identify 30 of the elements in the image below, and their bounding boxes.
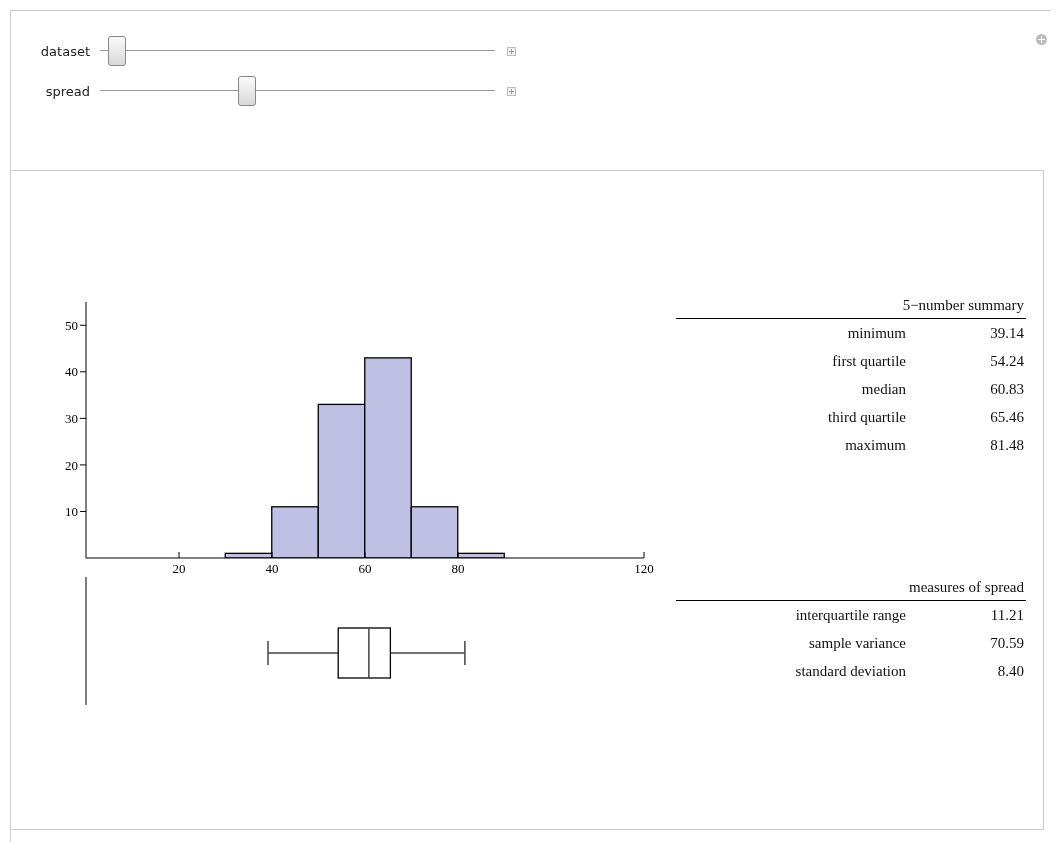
category-label: first quartile <box>831 352 906 370</box>
y-tick-label: 10 <box>65 504 78 520</box>
y-tick-label: 20 <box>65 457 78 473</box>
text: 5−number summary <box>676 297 1026 319</box>
category-label: standard deviation <box>794 662 906 680</box>
text: spread <box>44 83 91 99</box>
y-tick-label: 30 <box>65 410 78 426</box>
data-label: 60.83 <box>989 380 1024 398</box>
y-tick-label: 40 <box>65 364 78 380</box>
data-label: 11.21 <box>989 606 1024 624</box>
category-label: median <box>860 380 906 398</box>
x-tick-label: 20 <box>172 561 186 577</box>
text: measures of spread <box>676 579 1026 601</box>
data-label: 54.24 <box>989 352 1024 370</box>
category-label: maximum <box>844 436 906 454</box>
y-tick-label: 50 <box>65 317 78 333</box>
x-tick-label: 40 <box>265 561 279 577</box>
data-label: 8.40 <box>996 662 1024 680</box>
x-tick-label: 60 <box>358 561 372 577</box>
data-label: 65.46 <box>989 408 1024 426</box>
data-label: 39.14 <box>989 324 1024 342</box>
data-label: 81.48 <box>989 436 1024 454</box>
x-tick-label: 120 <box>634 561 654 577</box>
category-label: third quartile <box>827 408 906 426</box>
data-label: 70.59 <box>989 634 1024 652</box>
category-label: sample variance <box>807 634 906 652</box>
category-label: minimum <box>846 324 906 342</box>
x-tick-label: 80 <box>451 561 465 577</box>
category-label: interquartile range <box>794 606 906 624</box>
text: dataset <box>39 43 91 59</box>
